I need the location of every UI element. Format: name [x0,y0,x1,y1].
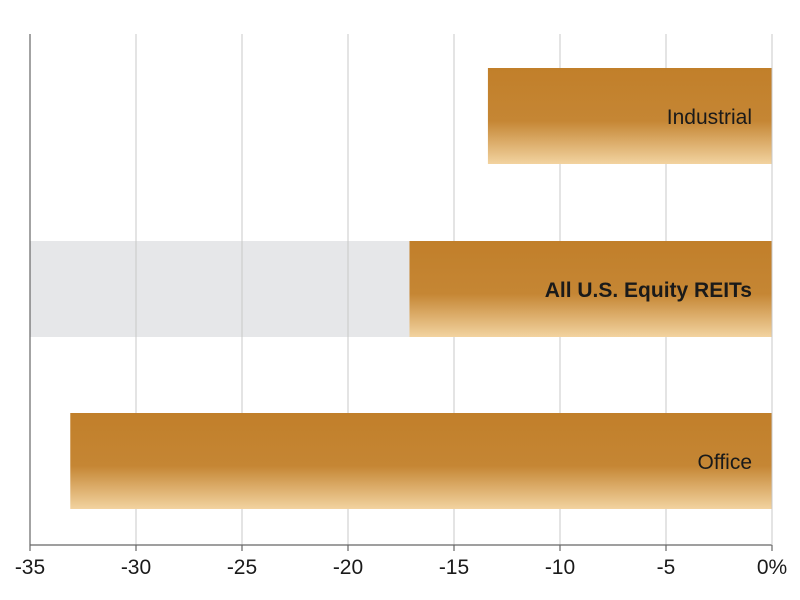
labels-layer: Industrial All U.S. Equity REITs Office [545,106,752,474]
x-tick-label: 0% [757,556,787,579]
bar-label: All U.S. Equity REITs [545,279,752,302]
x-tick-label: -25 [227,556,257,579]
bar-all-u-s-equity-reits [409,241,772,337]
bars-layer [70,68,772,509]
x-tick-label: -30 [121,556,151,579]
x-tick-label: -5 [657,556,676,579]
bar-office [70,413,772,509]
x-tick-label: -10 [545,556,575,579]
x-tick-label: -15 [439,556,469,579]
bar-label: Industrial [667,106,752,129]
x-tick-label: -20 [333,556,363,579]
x-tick-label: -35 [15,556,45,579]
bar-label: Office [698,451,752,474]
axis-layer: -35 -30 -25 -20 -15 -10 -5 0% [15,34,787,579]
bar-industrial [487,68,772,164]
